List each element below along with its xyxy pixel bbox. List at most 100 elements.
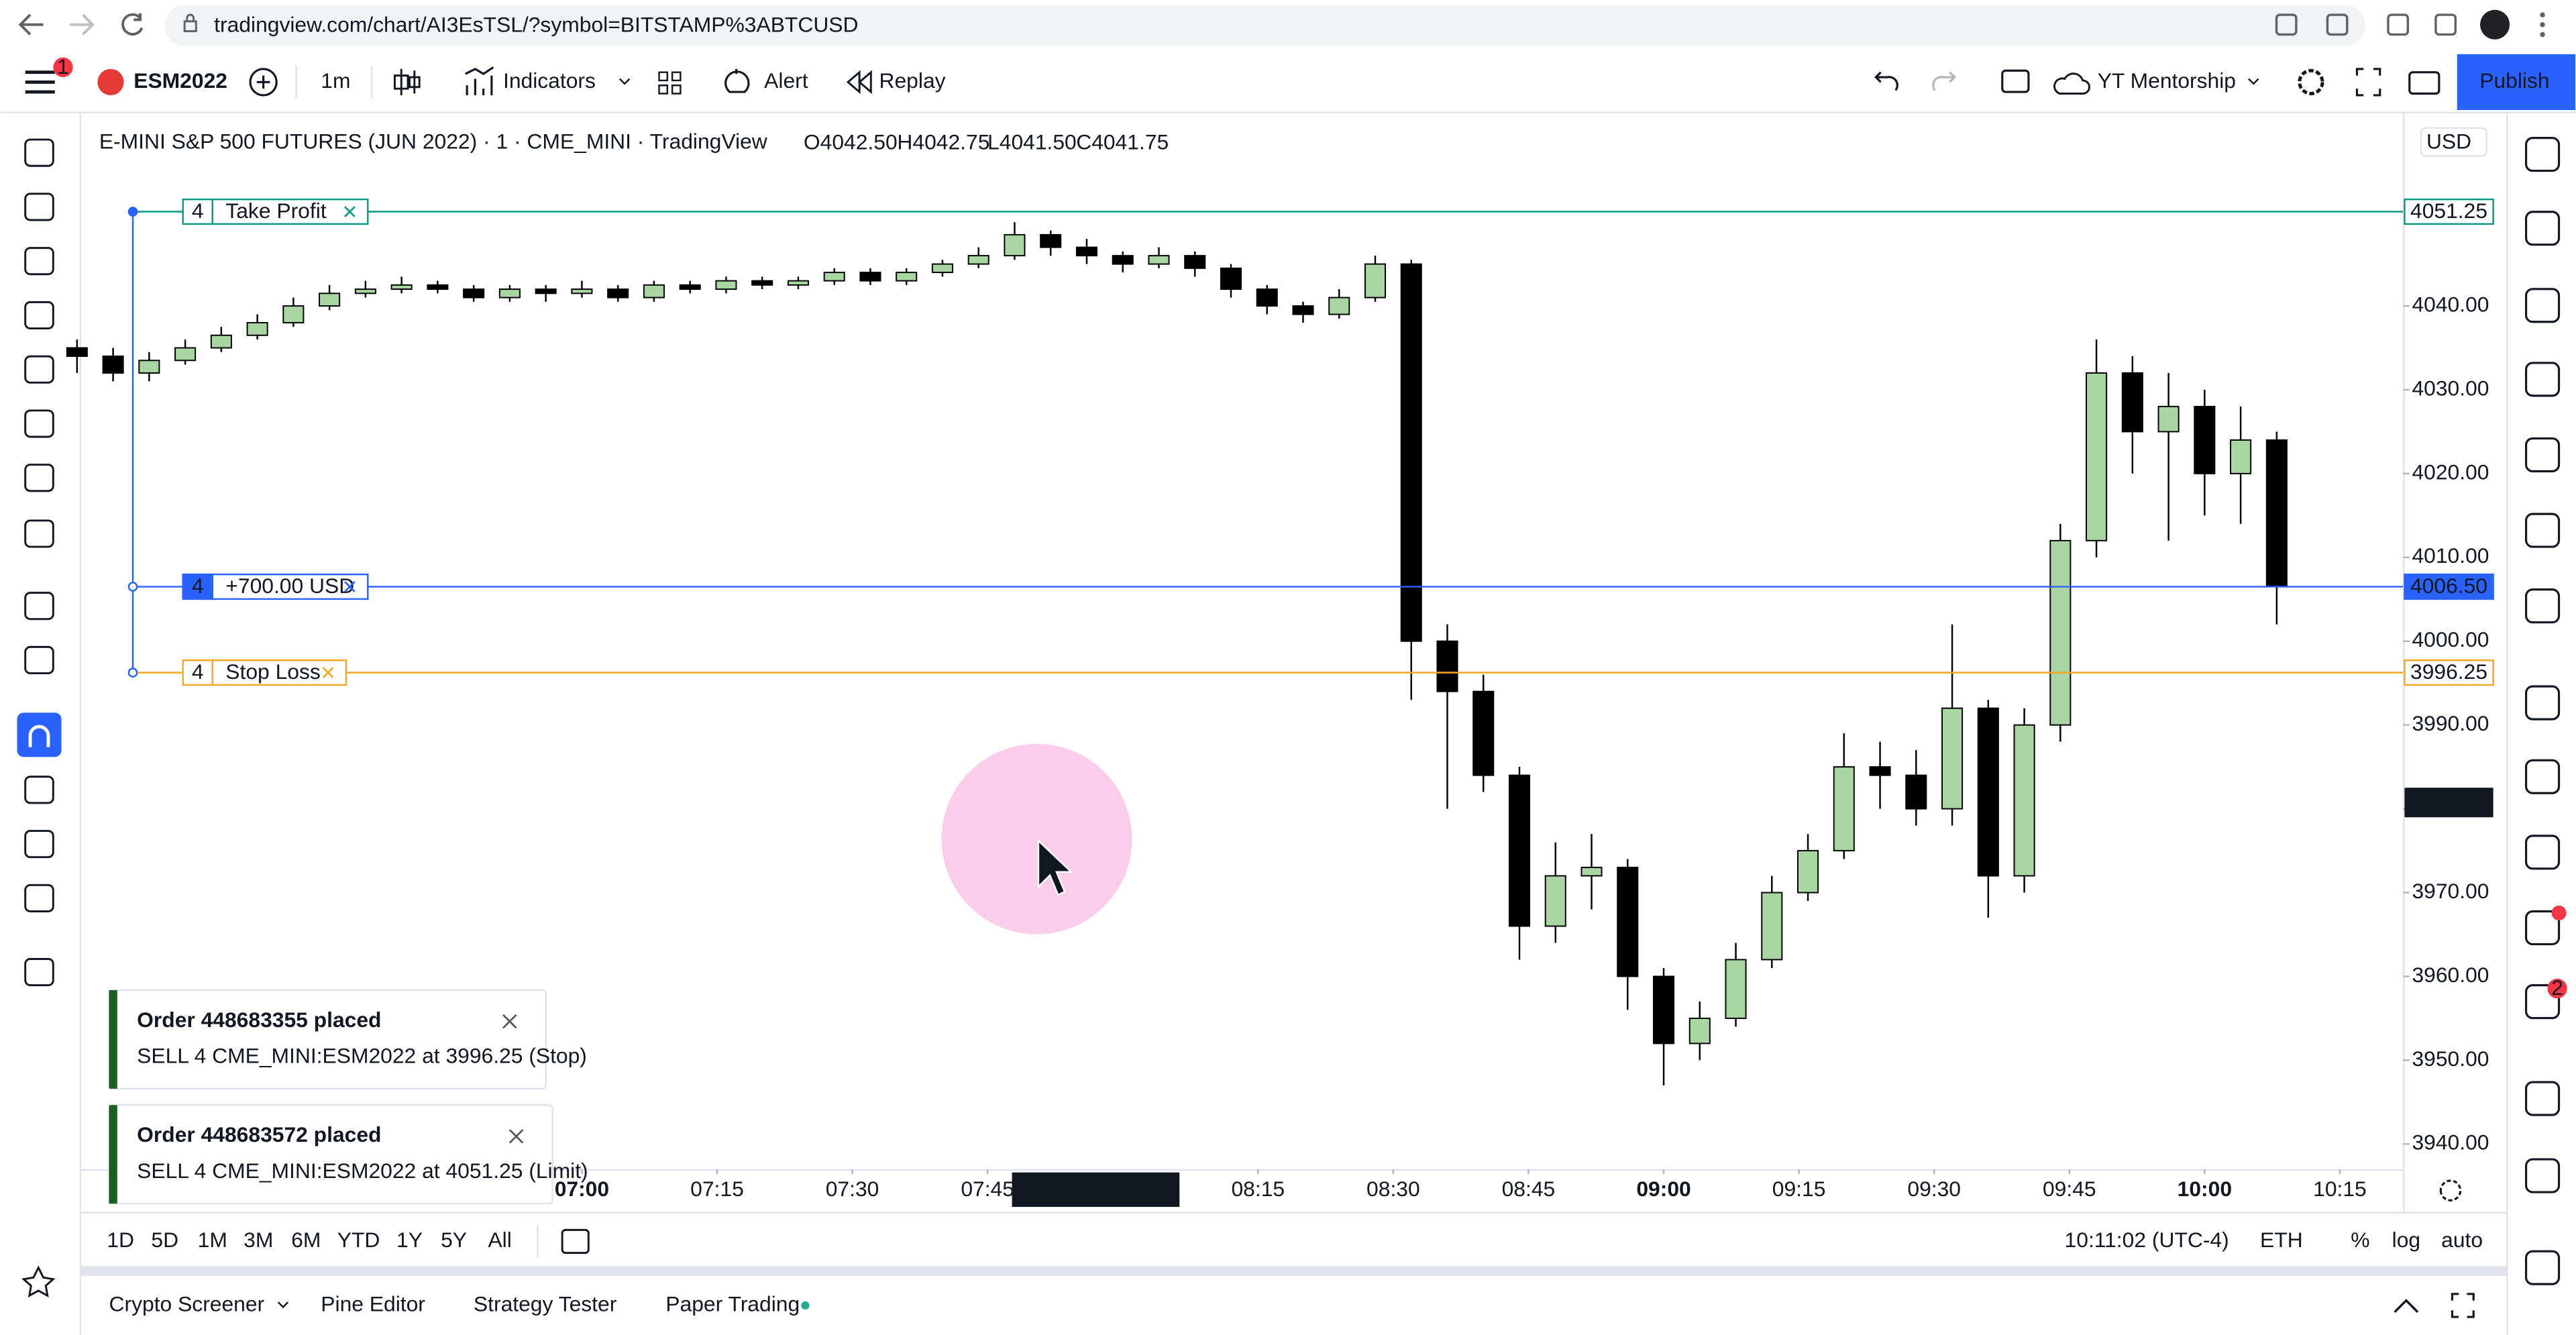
symbol[interactable]: ESM2022 [133, 68, 227, 93]
drawing-tool[interactable] [24, 355, 54, 384]
toast-close[interactable] [508, 1129, 524, 1144]
address-bar[interactable] [164, 5, 2365, 46]
y-tick-label: 4000.00 [2412, 627, 2489, 651]
paper-trading-status [801, 1301, 810, 1310]
sidebar-widget[interactable] [2524, 588, 2561, 624]
candle-body [2013, 724, 2035, 877]
collapse-panel[interactable] [2394, 1299, 2419, 1313]
bottom-tab[interactable]: Paper Trading [665, 1291, 800, 1316]
sidebar-widget[interactable] [2524, 211, 2561, 246]
drawing-tool[interactable] [24, 592, 54, 621]
bottom-tab[interactable]: Crypto Screener [109, 1291, 265, 1316]
order-qty-box[interactable] [182, 659, 213, 686]
sidebar-widget[interactable] [2524, 1250, 2561, 1285]
currency-button[interactable] [2420, 127, 2488, 157]
order-label-box[interactable] [211, 198, 369, 225]
redo-button[interactable] [1932, 71, 1957, 91]
order-qty-box[interactable] [182, 198, 213, 225]
magnet-tool-active[interactable] [17, 712, 62, 757]
sidebar-widget[interactable] [2524, 137, 2561, 172]
order-label-box[interactable] [211, 573, 369, 600]
select-layout[interactable] [2001, 69, 2030, 93]
range-period[interactable]: 1D [107, 1228, 134, 1252]
time-axis-settings[interactable] [2439, 1179, 2462, 1202]
drawing-tool[interactable] [24, 193, 54, 221]
templates-button[interactable] [658, 71, 682, 95]
auto-toggle[interactable]: auto [2441, 1228, 2483, 1252]
replay-button[interactable]: Replay [879, 68, 946, 93]
snapshot-button[interactable] [2408, 71, 2440, 95]
back-button[interactable] [18, 13, 44, 36]
order-cancel[interactable] [344, 206, 356, 217]
menu-button[interactable] [25, 70, 55, 94]
currency[interactable]: USD [2426, 129, 2471, 153]
drawing-tool[interactable] [24, 776, 54, 804]
range-period[interactable]: 5Y [441, 1228, 467, 1252]
drawing-tool[interactable] [24, 830, 54, 859]
interval[interactable]: 1m [321, 68, 350, 93]
sidebar-widget[interactable] [2524, 1158, 2561, 1193]
sidebar-widget[interactable] [2524, 685, 2561, 720]
drawing-tool[interactable] [24, 464, 54, 492]
drawing-tool[interactable] [24, 958, 54, 987]
range-period[interactable]: 6M [291, 1228, 321, 1252]
order-label-box[interactable] [211, 659, 347, 686]
sidebar-widget[interactable] [2524, 288, 2561, 323]
range-period[interactable]: 1Y [396, 1228, 423, 1252]
favorites-star[interactable] [21, 1265, 56, 1297]
symbol-logo [97, 68, 124, 95]
sidebar-widget[interactable] [2524, 984, 2561, 1020]
maximize-panel[interactable] [2451, 1293, 2475, 1318]
sidebar-widget[interactable] [2524, 835, 2561, 870]
compare-button[interactable] [249, 68, 278, 97]
drawing-tool[interactable] [24, 247, 54, 276]
toast-close[interactable] [502, 1014, 517, 1029]
drawing-tool[interactable] [24, 519, 54, 548]
reload-button[interactable] [121, 13, 144, 36]
range-period[interactable]: 3M [244, 1228, 273, 1252]
candle-body [2121, 372, 2143, 433]
range-period[interactable]: 1M [198, 1228, 227, 1252]
drawing-tool[interactable] [24, 409, 54, 438]
bottom-tab[interactable]: Pine Editor [321, 1291, 425, 1316]
goto-date-button[interactable] [561, 1228, 590, 1254]
profile-avatar[interactable] [2480, 9, 2510, 40]
drawing-tool[interactable] [24, 645, 54, 675]
layout-name[interactable]: YT Mentorship [2098, 68, 2236, 93]
order-cancel[interactable] [322, 667, 334, 678]
settings-button[interactable] [2298, 68, 2324, 95]
session[interactable]: ETH [2260, 1228, 2303, 1252]
sidebar-widget[interactable] [2524, 910, 2561, 946]
candle-body [1256, 288, 1278, 307]
forward-button[interactable] [69, 13, 95, 36]
indicators-button[interactable]: Indicators [503, 68, 596, 93]
order-qty-box[interactable] [182, 573, 213, 600]
drawing-tool[interactable] [24, 138, 54, 167]
bottom-tab[interactable]: Strategy Tester [474, 1291, 617, 1316]
percent-toggle[interactable]: % [2351, 1228, 2369, 1252]
cloud-icon [2053, 72, 2090, 95]
browser-icon[interactable] [2387, 13, 2410, 36]
sidebar-widget[interactable] [2524, 1081, 2561, 1116]
chart-type-button[interactable] [393, 68, 421, 95]
sidebar-widget[interactable] [2524, 362, 2561, 397]
sidebar-widget[interactable] [2524, 759, 2561, 794]
drawing-tool[interactable] [24, 884, 54, 912]
publish-label[interactable]: Publish [2479, 68, 2549, 93]
publish-button[interactable] [2457, 54, 2576, 110]
sidebar-widget[interactable] [2524, 513, 2561, 548]
undo-button[interactable] [1874, 71, 1898, 91]
range-period[interactable]: YTD [337, 1228, 380, 1252]
range-period[interactable]: All [488, 1228, 511, 1252]
alert-button[interactable]: Alert [764, 68, 808, 93]
browser-icon[interactable] [2326, 13, 2349, 36]
browser-icon[interactable] [2275, 13, 2298, 36]
sidebar-widget[interactable] [2524, 437, 2561, 473]
toast-accent [109, 1105, 117, 1204]
order-cancel[interactable] [344, 581, 356, 592]
range-period[interactable]: 5D [151, 1228, 178, 1252]
fullscreen-button[interactable] [2355, 68, 2381, 97]
browser-icon[interactable] [2434, 13, 2457, 36]
drawing-tool[interactable] [24, 301, 54, 330]
log-toggle[interactable]: log [2392, 1228, 2420, 1252]
